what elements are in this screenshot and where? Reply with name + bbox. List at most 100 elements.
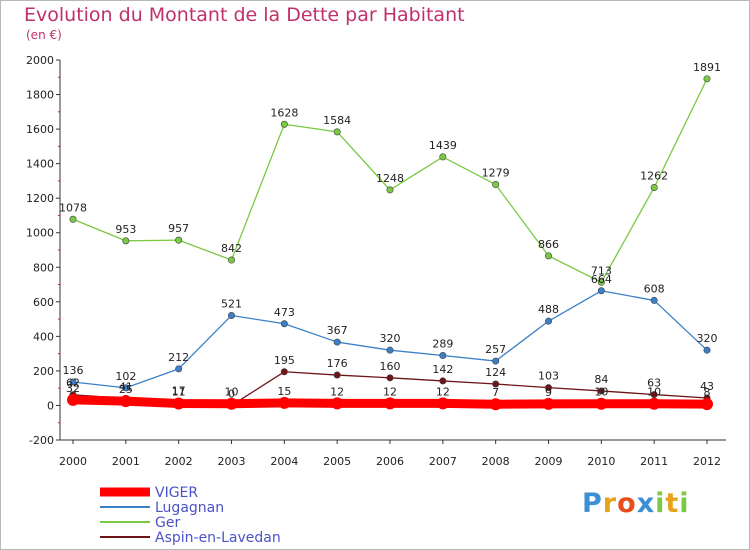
logo-letter: t xyxy=(665,488,680,519)
data-label: 12 xyxy=(330,385,344,398)
data-point xyxy=(544,384,552,392)
data-point xyxy=(280,368,288,376)
data-point xyxy=(703,346,711,354)
data-label: 0 xyxy=(228,387,235,400)
y-tick-label: 800 xyxy=(33,261,54,274)
data-label: 62 xyxy=(66,377,80,390)
data-label: 521 xyxy=(221,297,242,310)
data-label: 63 xyxy=(647,377,661,390)
data-point xyxy=(228,256,236,264)
data-point xyxy=(597,287,605,295)
data-label: 367 xyxy=(327,324,348,337)
data-label: 473 xyxy=(274,306,295,319)
logo-letter: i xyxy=(679,488,690,519)
x-tick-label: 2008 xyxy=(482,455,510,468)
data-label: 488 xyxy=(538,303,559,316)
chart-unit: (en €) xyxy=(26,28,62,42)
data-point xyxy=(542,397,555,410)
data-label: 43 xyxy=(700,380,714,393)
data-label: 160 xyxy=(380,360,401,373)
x-tick-label: 2006 xyxy=(376,455,404,468)
data-point xyxy=(119,395,132,408)
data-point xyxy=(436,397,449,410)
data-label: 1891 xyxy=(693,61,721,74)
data-point xyxy=(597,387,605,395)
data-label: 866 xyxy=(538,238,559,251)
data-label: 320 xyxy=(697,332,718,345)
x-tick-label: 2002 xyxy=(165,455,193,468)
y-tick-label: 1400 xyxy=(26,158,54,171)
data-label: 10 xyxy=(225,386,239,399)
data-point xyxy=(69,215,77,223)
y-tick-label: 2000 xyxy=(26,54,54,67)
data-point xyxy=(172,397,185,410)
data-point xyxy=(492,181,500,189)
legend-label: Aspin-en-Lavedan xyxy=(155,530,281,546)
data-point xyxy=(544,317,552,325)
data-point xyxy=(595,397,608,410)
data-point xyxy=(333,338,341,346)
data-point xyxy=(280,120,288,128)
y-tick-label: 1200 xyxy=(26,192,54,205)
y-tick-label: 1000 xyxy=(26,227,54,240)
data-point xyxy=(278,396,291,409)
legend-label: Ger xyxy=(155,515,180,531)
data-label: 1279 xyxy=(482,167,510,180)
y-tick-label: 400 xyxy=(33,330,54,343)
data-label: 15 xyxy=(277,385,291,398)
data-point xyxy=(439,377,447,385)
data-label: 664 xyxy=(591,273,612,286)
data-label: 195 xyxy=(274,354,295,367)
data-point xyxy=(333,128,341,136)
data-point xyxy=(650,296,658,304)
data-point xyxy=(175,365,183,373)
data-point xyxy=(544,252,552,260)
chart-title: Evolution du Montant de la Dette par Hab… xyxy=(24,4,465,26)
y-tick-label: 1600 xyxy=(26,123,54,136)
data-label: 257 xyxy=(485,343,506,356)
data-label: 103 xyxy=(538,370,559,383)
data-label: 1628 xyxy=(270,106,298,119)
data-point xyxy=(439,153,447,161)
x-tick-label: 2007 xyxy=(429,455,457,468)
data-label: 11 xyxy=(172,386,186,399)
legend-label: VIGER xyxy=(155,485,198,501)
x-tick-label: 2005 xyxy=(323,455,351,468)
data-label: 8 xyxy=(704,386,711,399)
data-point xyxy=(384,397,396,410)
data-label: 1262 xyxy=(640,169,668,182)
x-tick-label: 2009 xyxy=(535,455,563,468)
data-label: 608 xyxy=(644,282,665,295)
data-label: 1078 xyxy=(59,201,87,214)
data-label: 713 xyxy=(591,264,612,277)
data-label: 842 xyxy=(221,242,242,255)
data-point xyxy=(439,352,447,360)
data-point xyxy=(386,346,394,354)
data-point xyxy=(122,384,130,392)
proxiti-logo: Proxiti xyxy=(582,488,690,519)
data-point xyxy=(331,397,344,410)
data-label: 9 xyxy=(545,386,552,399)
data-label: 1248 xyxy=(376,172,404,185)
data-label: 84 xyxy=(594,373,608,386)
data-label: 25 xyxy=(119,383,133,396)
data-label: 136 xyxy=(63,364,84,377)
data-label: 17 xyxy=(172,385,186,398)
data-label: 7 xyxy=(492,386,499,399)
data-label: 320 xyxy=(380,332,401,345)
data-label: 1439 xyxy=(429,139,457,152)
data-point xyxy=(69,378,77,386)
axes: -200020040060080010001200140016001800200… xyxy=(26,54,726,468)
logo-letter: r xyxy=(602,488,618,519)
data-point xyxy=(489,398,502,411)
data-point xyxy=(386,186,394,194)
data-label: 12 xyxy=(383,385,397,398)
data-point xyxy=(122,237,130,245)
x-tick-label: 2004 xyxy=(270,455,298,468)
data-label: 10 xyxy=(594,386,608,399)
x-tick-label: 2003 xyxy=(218,455,246,468)
